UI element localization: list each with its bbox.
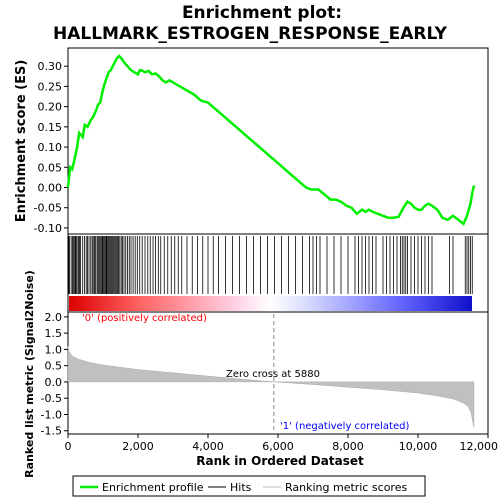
metric-ytick-label: 1.0 [45,343,63,356]
x-tick-label: 12,000 [460,440,499,453]
legend-hits-label: Hits [230,481,252,494]
es-panel-ticks: -0.10 -0.05 0.00 0.05 0.10 0.15 0.20 0.25 0.30 [34,60,68,235]
x-tick-label: 8,000 [332,440,364,453]
enrichment-profile-line [66,54,476,226]
legend-metric-label: Ranking metric scores [285,481,407,494]
metric-panel-ticks: -1.5 -1.0 -0.5 0.0 0.5 1.0 1.5 2.0 [41,311,68,438]
chart-subtitle: HALLMARK_ESTROGEN_RESPONSE_EARLY [53,24,448,44]
metric-ytick-label: -0.5 [41,392,62,405]
positive-correlation-label: '0' (positively correlated) [82,313,207,324]
es-ytick-label: 0.00 [38,182,63,195]
metric-ytick-label: -1.5 [41,425,62,438]
legend-box [72,475,426,497]
metric-ytick-label: -1.0 [41,408,62,421]
es-panel-frame [67,47,489,235]
chart-title: Enrichment plot: [182,3,342,23]
ranking-color-bar [69,296,472,311]
es-ytick-label: 0.25 [38,80,63,93]
es-ytick-label: 0.10 [38,141,63,154]
negative-correlation-label: '1' (negatively correlated) [280,421,409,432]
metric-ytick-label: 1.5 [45,327,63,340]
x-tick-label: 2,000 [122,440,154,453]
x-tick-label: 10,000 [399,440,438,453]
es-ytick-label: 0.15 [38,121,63,134]
x-tick-label: 6,000 [262,440,294,453]
metric-ytick-label: 0.5 [45,360,63,373]
es-ytick-label: -0.05 [34,202,62,215]
metric-ytick-label: 0.0 [45,376,63,389]
x-axis-label: Rank in Ordered Dataset [196,454,364,468]
x-tick-label: 0 [65,440,72,453]
ranking-metric-area [67,346,475,428]
metric-ytick-label: 2.0 [45,311,63,324]
zero-cross-label: Zero cross at 5880 [226,369,320,380]
legend-enrichment-label: Enrichment profile [102,481,204,494]
es-ytick-label: -0.10 [34,222,62,235]
es-ytick-label: 0.30 [38,60,63,73]
x-tick-label: 4,000 [192,440,224,453]
es-ytick-label: 0.05 [38,161,63,174]
es-ylabel: Enrichment score (ES) [14,60,29,223]
es-ytick-label: 0.20 [38,101,63,114]
x-axis: 0 2,000 4,000 6,000 8,000 10,000 12,000 [65,434,499,453]
hits-marks [68,236,473,294]
metric-ylabel: Ranked list metric (Signal2Noise) [23,270,36,478]
